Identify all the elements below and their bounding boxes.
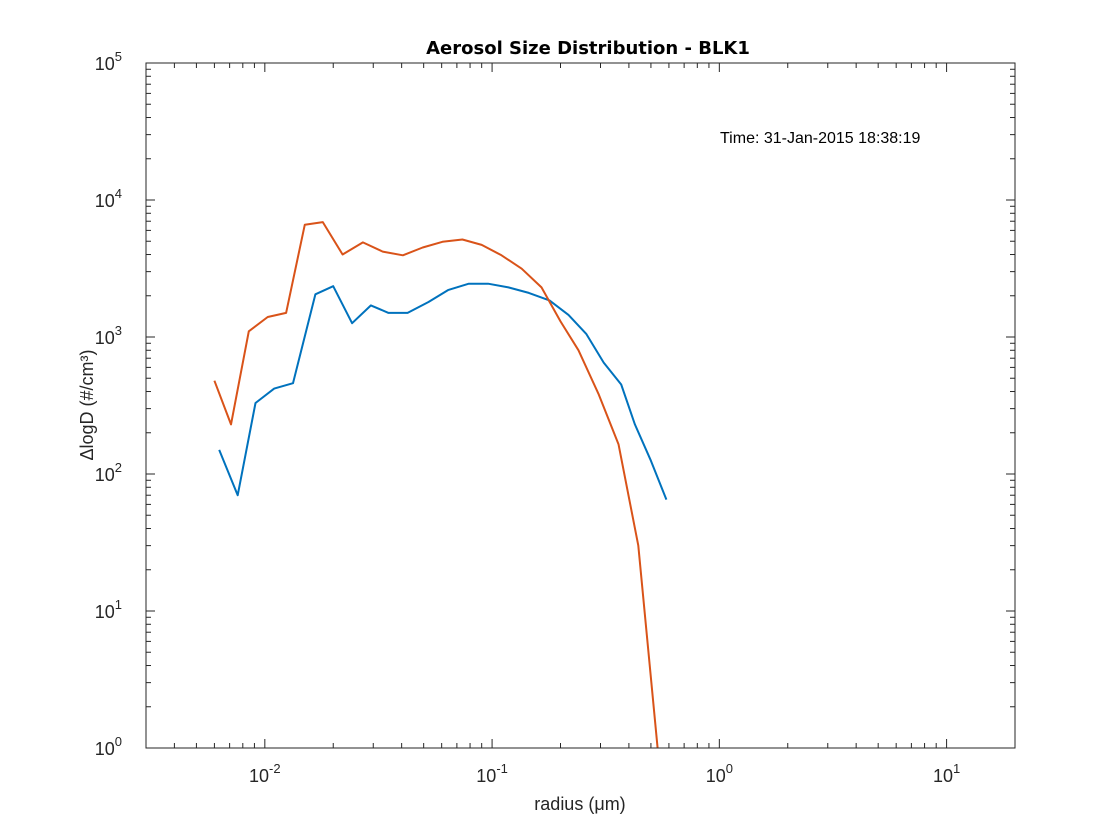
- x-tick-label: 100: [706, 761, 733, 786]
- series-line-2: [213, 221, 659, 748]
- y-tick-label: 103: [95, 323, 122, 348]
- chart-title: Aerosol Size Distribution - BLK1: [426, 38, 750, 59]
- x-axis-label: radius (μm): [534, 794, 625, 814]
- time-annotation: Time: 31-Jan-2015 18:38:19: [720, 130, 921, 147]
- y-axis: 100 101 102 103 104 105: [95, 49, 1015, 759]
- series-layer: [213, 221, 668, 748]
- x-tick-label: 10-1: [476, 761, 508, 786]
- y-tick-label: 101: [95, 597, 122, 622]
- y-tick-label: 100: [95, 734, 122, 759]
- series-line-1: [218, 282, 668, 500]
- y-tick-label: 104: [95, 186, 122, 211]
- x-tick-label: 101: [933, 761, 960, 786]
- x-axis: 10-2 10-1 100 101: [145, 63, 1016, 786]
- y-tick-label: 105: [95, 49, 122, 74]
- y-tick-label: 102: [95, 460, 122, 485]
- plot-area: [146, 63, 1015, 748]
- plot-frame: [145, 62, 1016, 749]
- y-axis-label: ΔlogD (#/cm³): [77, 349, 97, 460]
- x-tick-label: 10-2: [249, 761, 281, 786]
